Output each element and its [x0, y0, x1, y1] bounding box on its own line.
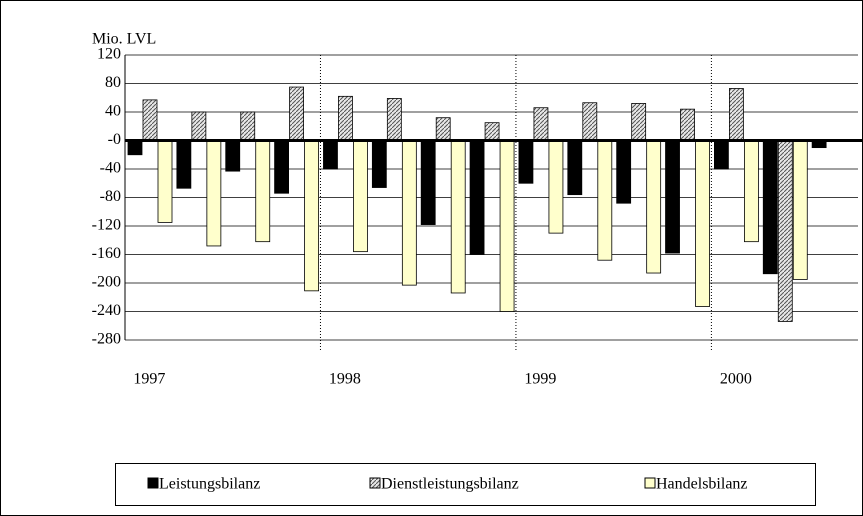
bar [240, 111, 256, 141]
bar [695, 140, 710, 307]
y-tick-label: 40 [105, 103, 121, 120]
bar [157, 140, 173, 223]
y-tick-label: -160 [92, 245, 121, 262]
x-tick-label: 2000 [720, 371, 752, 388]
y-tick-label: 120 [97, 46, 121, 63]
legend-label: Dienstleistungsbilanz [381, 476, 519, 493]
y-tick-label: -280 [92, 331, 121, 348]
bar [353, 140, 368, 253]
bar [338, 95, 353, 141]
bar [206, 140, 222, 247]
bar [304, 140, 320, 292]
y-tick-label: -40 [100, 160, 121, 177]
bar [597, 140, 613, 261]
bar [469, 140, 485, 255]
bar [518, 140, 534, 184]
bar [631, 103, 647, 141]
bar [665, 140, 680, 254]
bar [680, 108, 695, 141]
x-tick-label: 1997 [133, 371, 165, 388]
y-tick-label: -120 [92, 217, 121, 234]
bar [142, 99, 158, 141]
bar [646, 140, 662, 274]
x-tick-label: 1999 [524, 371, 556, 388]
bar [792, 140, 808, 280]
bar [729, 88, 744, 141]
y-tick-label: -0 [108, 131, 121, 148]
legend-marker [147, 477, 159, 489]
legend-marker [644, 477, 656, 489]
bar [582, 102, 598, 141]
bar [420, 140, 436, 225]
y-tick-label: 80 [105, 74, 121, 91]
bar [616, 140, 632, 204]
legend-label: Handelsbilanz [656, 476, 748, 493]
legend-box [115, 463, 816, 506]
y-tick-label: -80 [100, 188, 121, 205]
bar [762, 140, 778, 275]
bar [744, 140, 759, 243]
y-tick-label: -200 [92, 274, 121, 291]
bar [127, 140, 143, 156]
legend-label: Leistungsbilanz [159, 476, 260, 493]
y-tick-label: -240 [92, 302, 121, 319]
bar [567, 140, 583, 196]
bar [289, 86, 305, 141]
bar [255, 140, 271, 243]
bar [435, 117, 451, 141]
bar [548, 140, 564, 234]
bar [323, 140, 338, 170]
bar [191, 111, 207, 141]
x-tick-label: 1998 [329, 371, 361, 388]
bar [450, 140, 466, 294]
bar [777, 140, 793, 322]
y-axis-label: Mio. LVL [92, 31, 156, 48]
bar [484, 122, 500, 141]
legend-marker [369, 477, 381, 489]
bar [499, 140, 515, 312]
bar [533, 107, 549, 141]
bar [274, 140, 290, 194]
bar [176, 140, 192, 189]
bar [714, 140, 729, 170]
bar [401, 140, 417, 286]
bar [386, 98, 402, 141]
bar [225, 140, 241, 172]
bar [371, 140, 387, 188]
